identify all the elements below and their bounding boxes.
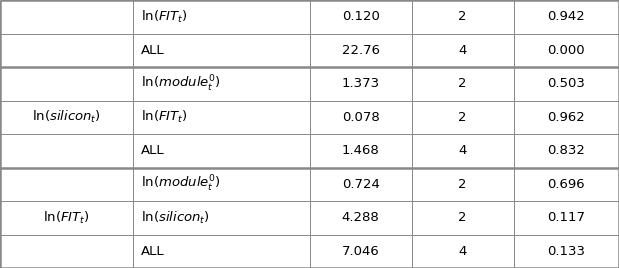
Text: 2: 2	[459, 211, 467, 224]
Text: ln($\mathit{FIT}_t$): ln($\mathit{FIT}_t$)	[43, 210, 90, 226]
Text: 0.962: 0.962	[548, 111, 585, 124]
Text: ALL: ALL	[141, 245, 164, 258]
Text: 22.76: 22.76	[342, 44, 379, 57]
Text: 0.117: 0.117	[547, 211, 586, 224]
Text: 2: 2	[459, 10, 467, 23]
Text: ALL: ALL	[141, 44, 164, 57]
Text: 0.000: 0.000	[548, 44, 585, 57]
Text: 0.503: 0.503	[547, 77, 586, 90]
Text: ln($\mathit{FIT}_t$): ln($\mathit{FIT}_t$)	[141, 109, 188, 125]
Text: ln($\mathit{silicon}_t$): ln($\mathit{silicon}_t$)	[32, 109, 101, 125]
Text: ln($\mathit{module}_t^0$): ln($\mathit{module}_t^0$)	[141, 74, 220, 94]
Text: 2: 2	[459, 178, 467, 191]
Text: ln($\mathit{FIT}_t$): ln($\mathit{FIT}_t$)	[141, 9, 188, 25]
Text: 4: 4	[459, 245, 467, 258]
Text: 1.373: 1.373	[342, 77, 379, 90]
Text: 0.696: 0.696	[548, 178, 585, 191]
Text: 0.120: 0.120	[342, 10, 379, 23]
Text: 0.078: 0.078	[342, 111, 379, 124]
Text: 7.046: 7.046	[342, 245, 379, 258]
Text: 4: 4	[459, 144, 467, 157]
Text: ln($\mathit{module}_t^0$): ln($\mathit{module}_t^0$)	[141, 174, 220, 194]
Text: 1.468: 1.468	[342, 144, 379, 157]
Text: 4: 4	[459, 44, 467, 57]
Text: 0.724: 0.724	[342, 178, 379, 191]
Text: ALL: ALL	[141, 144, 164, 157]
Text: 2: 2	[459, 111, 467, 124]
Text: 2: 2	[459, 77, 467, 90]
Text: 0.133: 0.133	[547, 245, 586, 258]
Text: 4.288: 4.288	[342, 211, 379, 224]
Text: 0.942: 0.942	[548, 10, 585, 23]
Text: ln($\mathit{silicon}_t$): ln($\mathit{silicon}_t$)	[141, 210, 209, 226]
Text: 0.832: 0.832	[547, 144, 586, 157]
